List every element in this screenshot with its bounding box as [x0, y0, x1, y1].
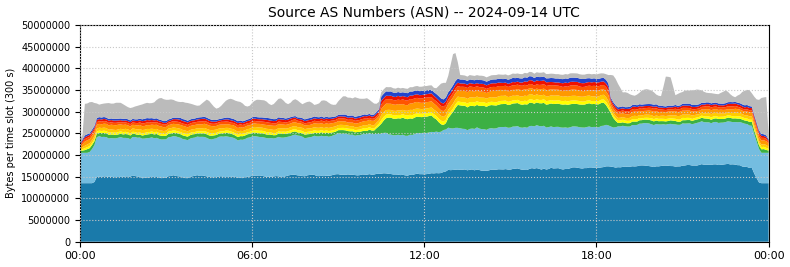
Title: Source AS Numbers (ASN) -- 2024-09-14 UTC: Source AS Numbers (ASN) -- 2024-09-14 UT…: [269, 6, 581, 19]
Y-axis label: Bytes per time slot (300 s): Bytes per time slot (300 s): [6, 68, 16, 198]
